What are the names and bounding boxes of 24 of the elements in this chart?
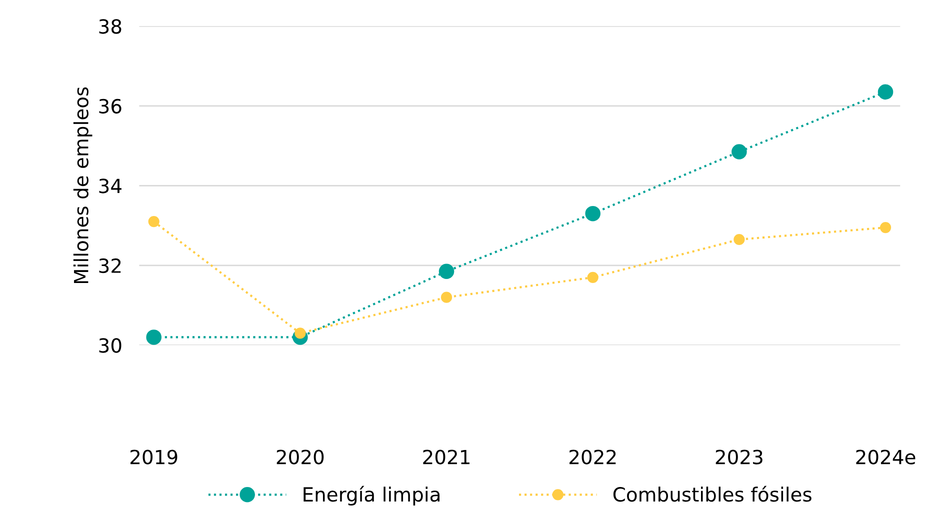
point xyxy=(878,84,894,100)
legend-label: Energía limpia xyxy=(304,486,440,506)
point xyxy=(732,144,747,160)
point xyxy=(440,292,452,303)
y-tick-label: 38 xyxy=(99,19,122,34)
x-tick-label: 2024e xyxy=(856,450,916,464)
point xyxy=(438,264,454,280)
point xyxy=(585,206,600,222)
x-tick-label: 2022 xyxy=(570,450,616,464)
y-tick-label: 34 xyxy=(99,178,122,194)
y-tick-label: 30 xyxy=(99,338,122,353)
y-axis-title: Millones de empleos xyxy=(73,87,92,284)
point xyxy=(880,222,892,234)
point xyxy=(146,330,162,345)
x-tick-label: 2021 xyxy=(423,450,470,464)
x-tick-label: 2023 xyxy=(716,450,762,464)
point xyxy=(734,234,745,246)
point xyxy=(587,272,598,283)
y-tick-label: 36 xyxy=(99,98,122,114)
x-tick-label: 2019 xyxy=(130,450,178,464)
x-tick-label: 2020 xyxy=(276,450,324,464)
legend-label: Combustibles fósiles xyxy=(613,486,812,502)
point xyxy=(148,216,160,228)
y-tick-label: 32 xyxy=(99,258,121,274)
